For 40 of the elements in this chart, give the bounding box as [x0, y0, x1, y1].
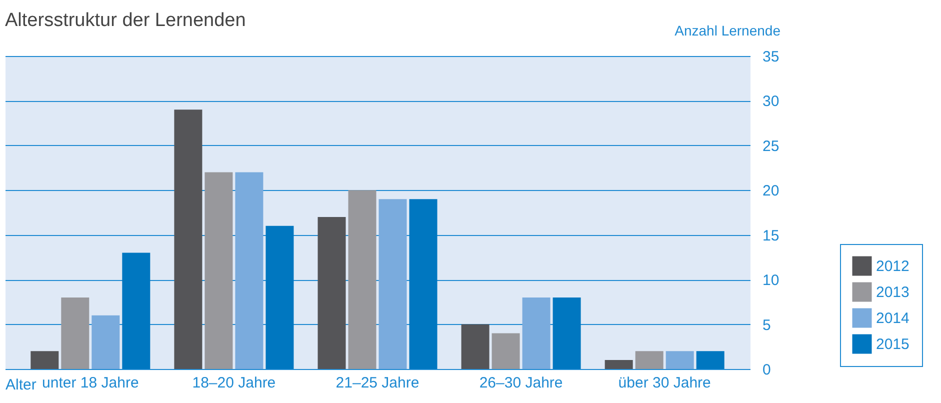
bar [318, 216, 346, 369]
legend-label: 2014 [876, 310, 910, 327]
bar [409, 199, 438, 369]
y-tick-label: 25 [762, 138, 780, 155]
y-tick-label: 20 [762, 182, 780, 200]
x-tick-label: 21–25 Jahre [336, 374, 420, 392]
bar [604, 360, 633, 369]
bar [174, 110, 202, 369]
bar [122, 252, 150, 369]
legend-label: 2015 [876, 336, 910, 353]
y-tick-label: 15 [762, 227, 780, 244]
bar [522, 297, 550, 369]
bar [235, 172, 264, 369]
bar [30, 351, 59, 369]
legend-label: 2012 [876, 258, 910, 275]
bar [204, 172, 233, 369]
x-tick-label: über 30 Jahre [618, 374, 711, 392]
bar [492, 333, 520, 369]
bar [552, 297, 581, 369]
y-tick-label: 30 [762, 93, 780, 110]
bar [348, 190, 376, 369]
bar [696, 351, 724, 369]
bar [266, 226, 294, 369]
bar [92, 315, 120, 369]
x-axis-title: Alter [6, 376, 36, 394]
bar [61, 297, 90, 369]
legend-label: 2013 [876, 284, 910, 301]
y-tick-label: 5 [762, 316, 771, 334]
y-tick-label: 0 [762, 362, 771, 378]
y-tick-label: 35 [762, 48, 780, 66]
bar [635, 351, 664, 369]
y-tick-label: 10 [762, 272, 780, 290]
chart-title: Altersstruktur der Lernenden [5, 10, 246, 31]
y-axis-title: Anzahl Lernende [674, 22, 781, 38]
bar [461, 324, 490, 369]
bar [666, 351, 694, 369]
bar [378, 199, 407, 369]
x-tick-label: 26–30 Jahre [479, 374, 563, 392]
x-tick-label: 18–20 Jahre [192, 374, 276, 392]
x-tick-label: unter 18 Jahre [42, 374, 139, 392]
